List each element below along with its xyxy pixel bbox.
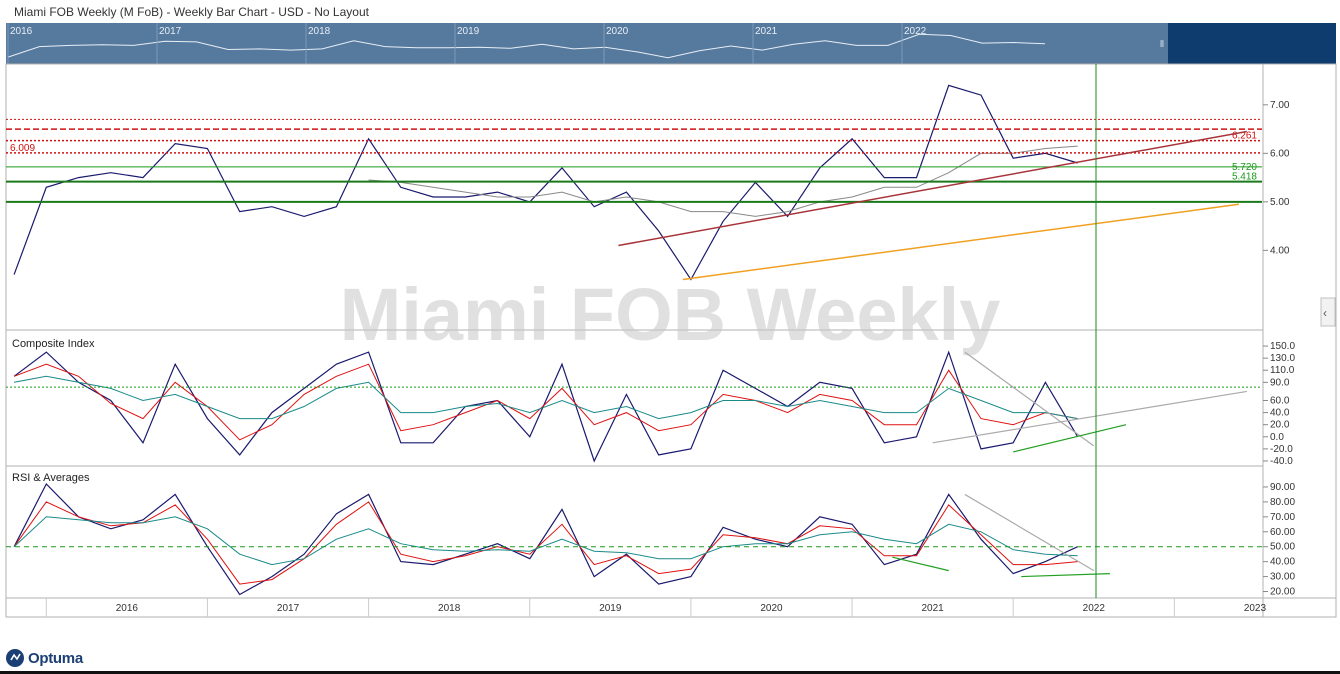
composite-y-tick-label: 110.0 (1270, 365, 1295, 376)
level-label: 5.720 (1232, 162, 1257, 173)
level-label: 6.009 (10, 143, 35, 154)
navigator-year-label: 2020 (606, 26, 629, 37)
rsi-fast-average-line (13, 501, 1078, 585)
x-axis-year-label: 2019 (599, 603, 622, 614)
chart-title: Miami FOB Weekly (M FoB) - Weekly Bar Ch… (14, 5, 369, 19)
optuma-logo-text: Optuma (28, 649, 83, 667)
rsi-y-tick-label: 20.00 (1270, 587, 1295, 598)
price-price-line (13, 84, 1078, 281)
optuma-logo-icon (6, 649, 24, 667)
navigator-years: 2016 2017 2018 2019 2020 2021 2022 (7, 23, 927, 64)
price-support-trendline (682, 203, 1239, 281)
watermark: Miami FOB Weekly (340, 273, 1001, 356)
navigator-year-label: 2016 (10, 26, 33, 37)
chevron-left-icon[interactable]: ‹ (1323, 306, 1327, 320)
price-y-tick-label: 4.00 (1270, 245, 1290, 256)
x-axis-year-label: 2016 (116, 603, 139, 614)
composite-y-tick-label: 0.0 (1270, 432, 1284, 443)
price-y-tick-label: 7.00 (1270, 100, 1290, 111)
bottom-bar (0, 671, 1340, 674)
navigator-year-label: 2017 (159, 26, 182, 37)
rsi-y-tick-label: 60.00 (1270, 527, 1295, 538)
navigator-grip-icon[interactable]: ⦀ (1160, 39, 1164, 49)
x-axis: 2016 2017 2018 2019 2020 2021 2022 2023 (45, 598, 1267, 617)
composite-y-tick-label: 40.0 (1270, 408, 1290, 419)
price-moving-average-line (368, 145, 1078, 217)
rsi-y-tick-label: 90.00 (1270, 482, 1295, 493)
composite-y-tick-label: 60.0 (1270, 395, 1290, 406)
x-axis-year-label: 2018 (438, 603, 461, 614)
rsi-y-tick-label: 80.00 (1270, 497, 1295, 508)
composite-y-tick-label: 130.0 (1270, 353, 1295, 364)
optuma-logo: Optuma (5, 648, 83, 668)
navigator-year-label: 2022 (904, 26, 927, 37)
navigator-bar[interactable] (6, 23, 1168, 64)
x-axis-year-label: 2017 (277, 603, 300, 614)
chart-frame (5, 63, 1337, 618)
x-axis-year-label: 2022 (1083, 603, 1106, 614)
x-axis-year-label: 2023 (1244, 603, 1267, 614)
composite-fast-average-line (13, 363, 1078, 441)
composite-y-tick-label: -40.0 (1270, 456, 1293, 467)
navigator-year-label: 2021 (755, 26, 778, 37)
rsi-y-tick-label: 70.00 (1270, 512, 1295, 523)
price-trendline (618, 130, 1248, 247)
rsi-support-trendline (1021, 572, 1110, 578)
x-axis-year-label: 2021 (922, 603, 945, 614)
composite-y-tick-label: -20.0 (1270, 444, 1293, 455)
rsi-down-trendline (964, 493, 1095, 572)
navigator-dark-end (1168, 23, 1336, 64)
composite-trendline (932, 390, 1247, 444)
navigator-year-label: 2018 (308, 26, 331, 37)
level-label: 5.418 (1232, 172, 1257, 183)
price-y-tick-label: 6.00 (1270, 148, 1290, 159)
rsi-y-tick-label: 40.00 (1270, 557, 1295, 568)
level-label: 6.261 (1232, 131, 1257, 142)
rsi-y-tick-label: 50.00 (1270, 542, 1295, 553)
side-panel-tab[interactable] (1320, 297, 1336, 327)
rsi-y-tick-label: 30.00 (1270, 572, 1295, 583)
composite-y-tick-label: 90.0 (1270, 377, 1290, 388)
rsi-slow-average-line (13, 516, 1078, 566)
composite-slow-average-line (14, 375, 1078, 420)
composite-y-tick-label: 150.0 (1270, 341, 1295, 352)
x-axis-year-label: 2020 (760, 603, 783, 614)
composite-y-tick-label: 20.0 (1270, 420, 1290, 431)
composite-panel-label: Composite Index (12, 338, 95, 350)
rsi-panel[interactable]: 90.00 80.00 70.00 60.00 50.00 40.00 30.00 20.00 (6, 482, 1295, 598)
composite-price-line (13, 350, 1079, 463)
rsi-support-trendline (892, 556, 949, 572)
composite-down-trendline (964, 351, 1095, 447)
price-y-tick-label: 5.00 (1270, 197, 1290, 208)
navigator-price-line (7, 33, 1046, 59)
composite-support-trendline (1013, 424, 1127, 453)
navigator-year-label: 2019 (457, 26, 480, 37)
rsi-panel-label: RSI & Averages (12, 472, 90, 484)
